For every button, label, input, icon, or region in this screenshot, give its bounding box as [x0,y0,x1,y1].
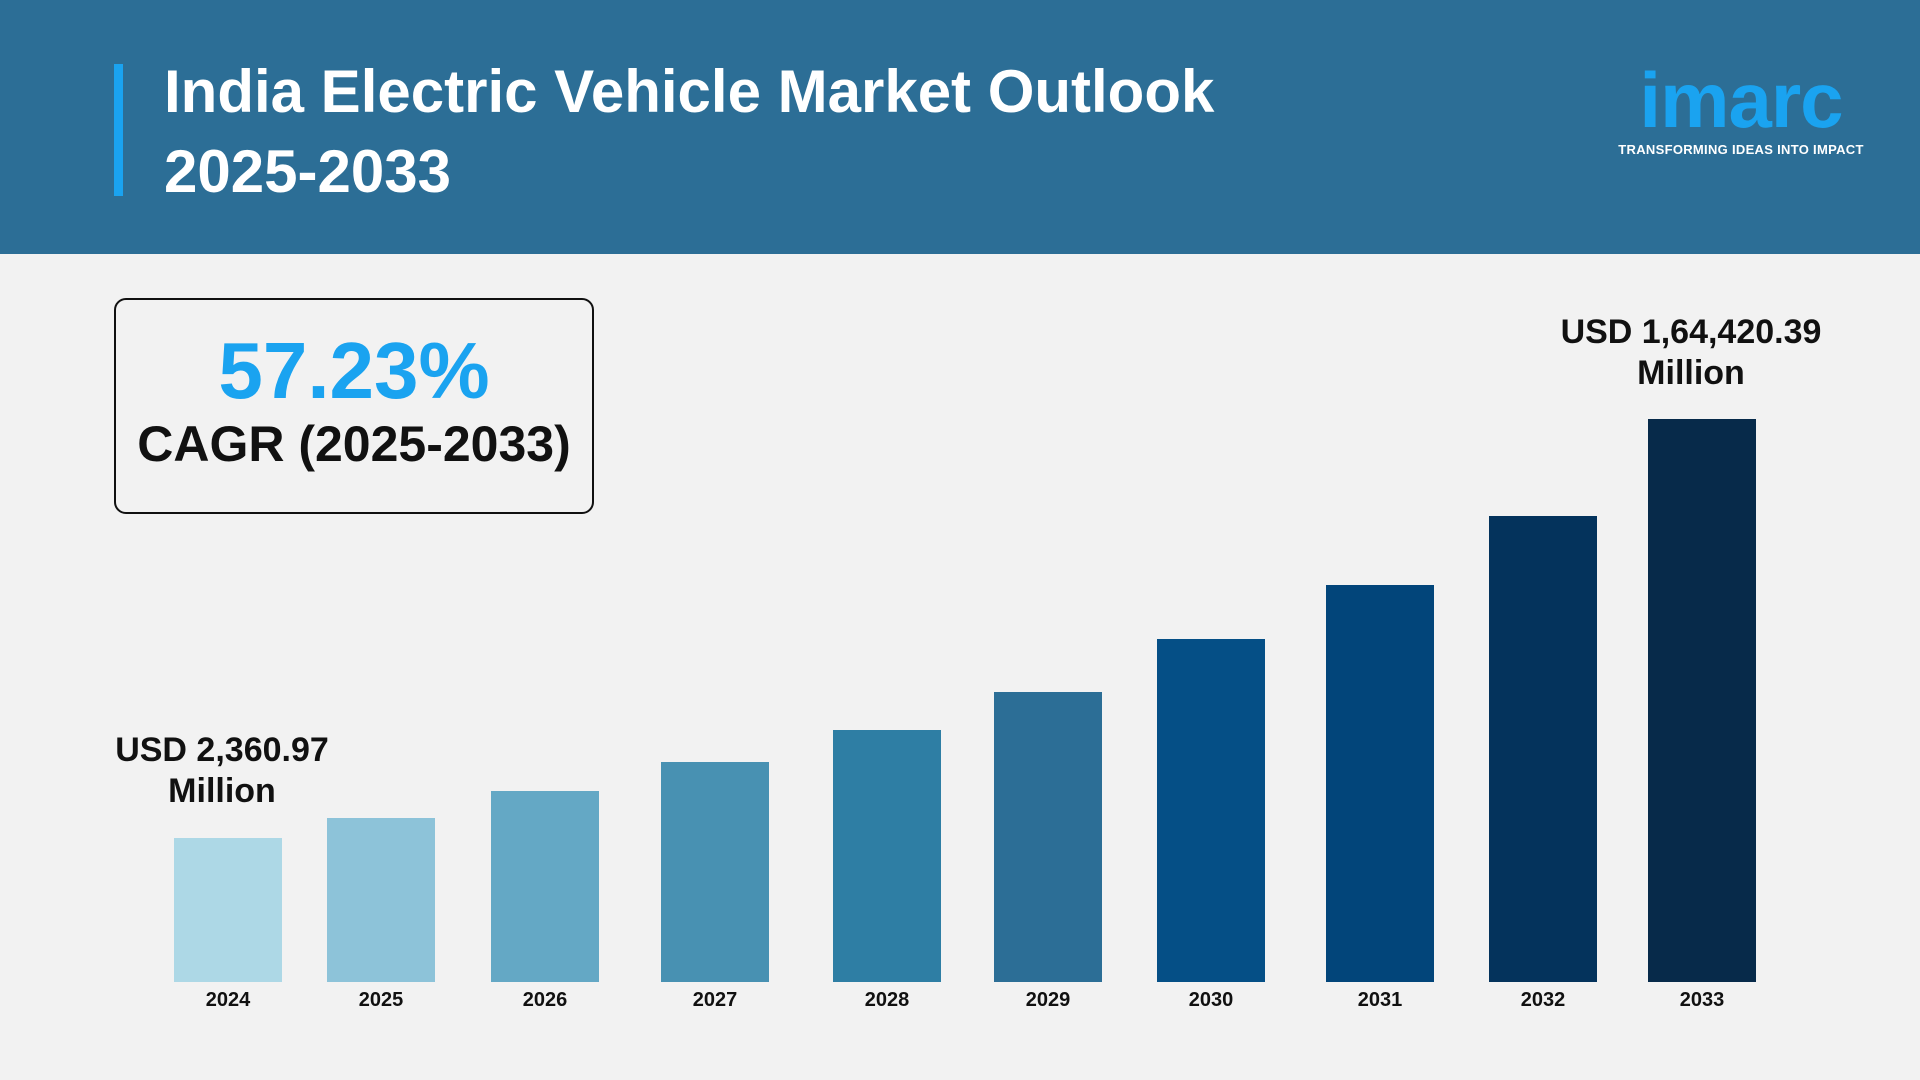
cagr-value: 57.23% [218,326,490,415]
x-tick-label: 2029 [1026,989,1071,1011]
bar-2032 [1489,516,1597,982]
x-tick-label: 2031 [1358,989,1403,1011]
x-tick-label: 2025 [359,989,404,1011]
bar-2030 [1157,639,1265,982]
end-value-label: USD 1,64,420.39 Million [1531,312,1851,394]
logo-wordmark: imarc [1639,56,1843,144]
bar-2025 [327,818,435,982]
bar-2027 [661,762,769,982]
imarc-logo: imarc TRANSFORMING IDEAS INTO IMPACT [1618,58,1864,157]
start-value-line-2: Million [168,772,276,810]
cagr-box: 57.23% CAGR (2025-2033) [114,298,594,514]
x-tick-label: 2032 [1521,989,1566,1011]
cagr-label: CAGR (2025-2033) [137,416,571,472]
logo-tagline: TRANSFORMING IDEAS INTO IMPACT [1618,142,1864,157]
page-title: India Electric Vehicle Market Outlook 20… [164,52,1214,212]
x-tick-label: 2030 [1189,989,1234,1011]
title-accent-bar [114,64,123,196]
x-tick-label: 2026 [523,989,568,1011]
bar-2028 [833,730,941,982]
title-line-2: 2025-2033 [164,138,451,205]
title-line-1: India Electric Vehicle Market Outlook [164,58,1215,125]
start-value-label: USD 2,360.97 Million [62,730,382,812]
x-tick-label: 2024 [206,989,251,1011]
bar-2033 [1648,419,1756,982]
start-value-line-1: USD 2,360.97 [115,731,329,769]
x-tick-label: 2028 [865,989,910,1011]
x-tick-label: 2027 [693,989,738,1011]
end-value-line-1: USD 1,64,420.39 [1560,313,1822,351]
bar-2024 [174,838,282,982]
bar-2026 [491,791,599,982]
bar-2029 [994,692,1102,982]
header-banner: India Electric Vehicle Market Outlook 20… [0,0,1920,254]
end-value-line-2: Million [1637,354,1745,392]
bar-2031 [1326,585,1434,982]
x-tick-label: 2033 [1680,989,1725,1011]
